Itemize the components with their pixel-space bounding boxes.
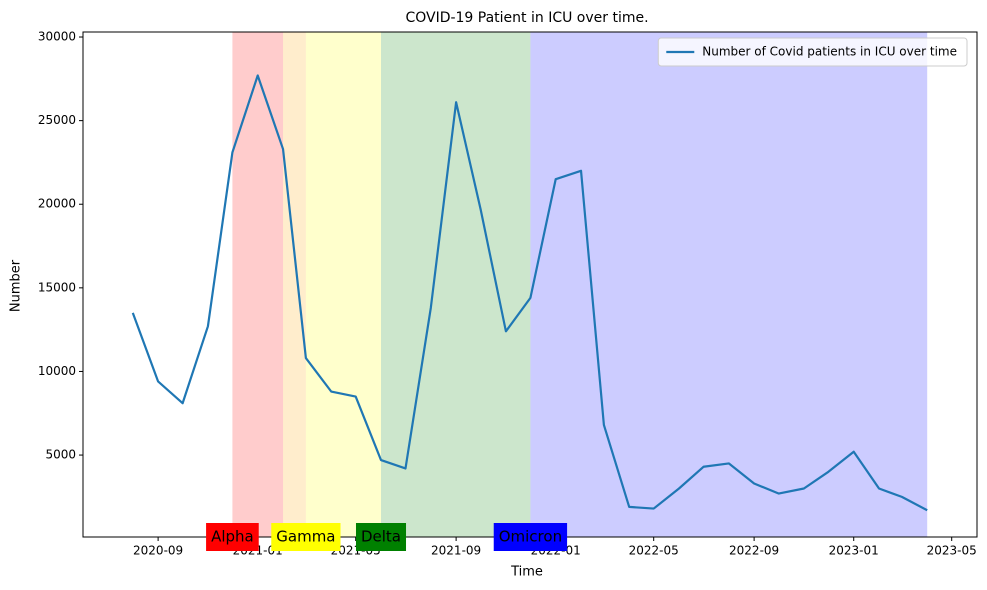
x-tick-label: 2022-09	[729, 544, 779, 558]
variant-label-box	[493, 523, 568, 551]
y-tick-label: 20000	[38, 197, 76, 211]
variant-span	[530, 32, 928, 537]
x-axis-label: Time	[510, 565, 543, 580]
x-tick-label: 2021-09	[431, 544, 481, 558]
variant-label-box	[206, 523, 259, 551]
y-tick-label: 25000	[38, 113, 76, 127]
y-tick-label: 15000	[38, 280, 76, 294]
y-tick-label: 30000	[38, 30, 76, 44]
variant-label-box	[271, 523, 341, 551]
legend-label: Number of Covid patients in ICU over tim…	[702, 45, 957, 59]
variant-label: Omicron	[493, 523, 568, 551]
x-tick-label: 2022-05	[629, 544, 679, 558]
chart-title: COVID-19 Patient in ICU over time.	[405, 10, 648, 26]
variant-label-text: Omicron	[499, 528, 562, 546]
variant-label-text: Alpha	[211, 528, 254, 546]
variant-label-text: Delta	[361, 528, 401, 546]
y-tick-label: 10000	[38, 364, 76, 378]
variant-label: Alpha	[206, 523, 259, 551]
variant-label: Delta	[355, 523, 407, 551]
data-line	[131, 74, 928, 512]
x-tick-label: 2023-01	[829, 544, 879, 558]
x-tick-label: 2023-05	[927, 544, 977, 558]
variant-span	[232, 32, 284, 537]
variant-label-text: Gamma	[276, 528, 335, 546]
y-tick-label: 5000	[45, 448, 76, 462]
legend-box	[657, 37, 968, 67]
variant-label-box	[355, 523, 407, 551]
variant-span	[283, 32, 306, 537]
variant-label: Gamma	[271, 523, 341, 551]
variant-span	[305, 32, 381, 537]
y-axis-label: Number	[9, 259, 24, 312]
legend: Number of Covid patients in ICU over tim…	[657, 37, 968, 67]
variant-span	[381, 32, 531, 537]
x-tick-label: 2020-09	[133, 544, 183, 558]
